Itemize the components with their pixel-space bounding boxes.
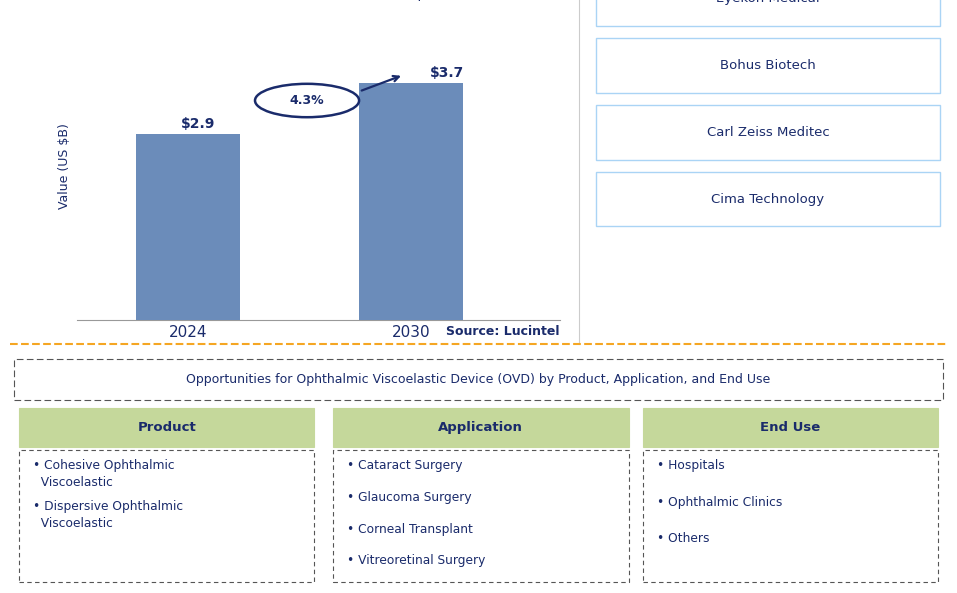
Text: Carl Zeiss Meditec: Carl Zeiss Meditec xyxy=(706,126,830,139)
Text: • Corneal Transplant: • Corneal Transplant xyxy=(347,522,473,535)
Text: Cima Technology: Cima Technology xyxy=(711,193,825,206)
Ellipse shape xyxy=(255,84,359,117)
Text: • Glaucoma Surgery: • Glaucoma Surgery xyxy=(347,491,472,504)
Text: Opportunities for Ophthalmic Viscoelastic Device (OVD) by Product, Application, : Opportunities for Ophthalmic Viscoelasti… xyxy=(187,373,770,386)
Text: Source: Lucintel: Source: Lucintel xyxy=(446,325,560,338)
Text: $2.9: $2.9 xyxy=(181,117,215,132)
Text: Application: Application xyxy=(438,420,523,433)
Text: • Ophthalmic Clinics: • Ophthalmic Clinics xyxy=(657,496,782,509)
Bar xyxy=(136,134,240,320)
FancyBboxPatch shape xyxy=(14,359,943,400)
Text: • Vitreoretinal Surgery: • Vitreoretinal Surgery xyxy=(347,554,485,568)
FancyBboxPatch shape xyxy=(19,450,314,582)
FancyBboxPatch shape xyxy=(643,408,938,447)
FancyBboxPatch shape xyxy=(333,450,629,582)
Text: • Dispersive Ophthalmic
  Viscoelastic: • Dispersive Ophthalmic Viscoelastic xyxy=(33,500,183,530)
Title: Global Ophthalmic Viscoelastic
Device (OVD) Market (US $B): Global Ophthalmic Viscoelastic Device (O… xyxy=(186,0,451,1)
FancyBboxPatch shape xyxy=(595,0,940,26)
Text: • Cataract Surgery: • Cataract Surgery xyxy=(347,460,462,473)
FancyBboxPatch shape xyxy=(643,450,938,582)
FancyBboxPatch shape xyxy=(595,172,940,227)
Text: $3.7: $3.7 xyxy=(430,66,464,80)
FancyBboxPatch shape xyxy=(595,39,940,93)
Text: • Hospitals: • Hospitals xyxy=(657,460,724,473)
Text: End Use: End Use xyxy=(760,420,820,433)
Text: Eyekon Medical: Eyekon Medical xyxy=(716,0,820,5)
Bar xyxy=(359,82,463,320)
FancyBboxPatch shape xyxy=(595,105,940,160)
Y-axis label: Value (US $B): Value (US $B) xyxy=(58,123,71,209)
FancyBboxPatch shape xyxy=(19,408,314,447)
Text: • Others: • Others xyxy=(657,532,709,545)
Text: Product: Product xyxy=(137,420,196,433)
Text: 4.3%: 4.3% xyxy=(290,94,324,107)
Text: • Cohesive Ophthalmic
  Viscoelastic: • Cohesive Ophthalmic Viscoelastic xyxy=(33,460,174,489)
FancyBboxPatch shape xyxy=(333,408,629,447)
Text: Bohus Biotech: Bohus Biotech xyxy=(720,59,816,72)
